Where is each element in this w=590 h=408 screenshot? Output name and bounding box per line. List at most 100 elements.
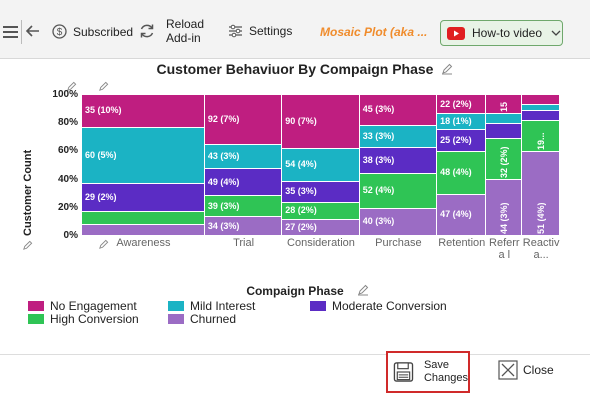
mosaic-cell[interactable] — [522, 95, 560, 105]
mosaic-cell[interactable]: 32 (2%) — [486, 139, 523, 181]
y-tick-label: 100% — [52, 89, 78, 100]
cell-data-label: 32 (2%) — [499, 146, 510, 179]
mosaic-cell[interactable]: 35 (10%) — [82, 95, 205, 128]
edit-ylabel-pencil-icon[interactable] — [22, 238, 33, 256]
legend-item[interactable]: High Conversion — [28, 312, 139, 326]
edit-title-pencil-icon[interactable] — [441, 62, 453, 80]
cell-data-label: 18 (1%) — [440, 116, 472, 127]
mosaic-cell[interactable]: 60 (5%) — [82, 127, 205, 185]
cell-data-label: 29 (2%) — [85, 191, 117, 202]
mosaic-cell[interactable]: 35 (3%) — [282, 181, 360, 203]
mosaic-cell[interactable]: 51 (4%) — [522, 152, 560, 236]
save-label-line2: Changes — [423, 372, 468, 384]
menu-icon[interactable] — [3, 25, 19, 39]
edit-ymax-pencil-icon[interactable] — [66, 79, 77, 97]
mosaic-cell[interactable]: 52 (4%) — [359, 173, 438, 209]
cell-data-label: 27 (2%) — [285, 221, 317, 232]
mosaic-cell[interactable] — [486, 114, 523, 125]
howto-label: How-to video — [472, 26, 543, 40]
cell-data-label: 34 (3%) — [207, 220, 240, 231]
close-icon — [498, 360, 518, 380]
footer-divider — [0, 354, 590, 355]
cell-data-label: 25 (2%) — [440, 135, 472, 146]
mosaic-cell[interactable]: 15 — [486, 95, 523, 115]
edit-xlabel-pencil-icon[interactable] — [357, 283, 369, 301]
dollar-circle-icon: $ — [52, 24, 67, 39]
sliders-icon — [229, 24, 242, 38]
legend-item[interactable]: Churned — [168, 312, 236, 326]
mosaic-cell[interactable]: 27 (2%) — [282, 219, 360, 236]
legend-item[interactable]: No Engagement — [28, 299, 137, 313]
mosaic-cell[interactable]: 29 (2%) — [82, 184, 205, 212]
legend-item[interactable]: Moderate Conversion — [310, 299, 447, 313]
y-tick-label: 20% — [57, 201, 78, 213]
x-tick-label: Consideration — [287, 237, 355, 249]
mosaic-cell[interactable]: 44 (3%) — [486, 180, 523, 236]
plot-type-title: Mosaic Plot (aka ... — [320, 25, 428, 39]
mosaic-cell[interactable] — [522, 104, 560, 112]
mosaic-cell[interactable]: 22 (2%) — [437, 95, 487, 115]
reload-label-line1: Reload — [166, 17, 205, 31]
save-changes-button[interactable]: Save Changes — [386, 351, 470, 393]
legend-item[interactable]: Mild Interest — [168, 299, 255, 313]
cell-data-label: 40 (3%) — [362, 216, 395, 227]
chart-title: Customer Behaviuor By Compaign Phase — [0, 61, 590, 77]
cell-data-label: 22 (2%) — [440, 98, 472, 109]
mosaic-cell[interactable]: 25 (2%) — [437, 130, 487, 153]
howto-video-button[interactable]: How-to video — [440, 20, 563, 46]
mosaic-cell[interactable]: 92 (7%) — [204, 95, 283, 146]
legend-label: Mild Interest — [190, 299, 256, 313]
x-tick-label: Awareness — [116, 237, 171, 249]
save-label-line1: Save — [423, 359, 450, 371]
cell-data-label: 54 (4%) — [285, 159, 317, 170]
subscribed-button[interactable]: $ Subscribed — [52, 24, 133, 39]
mosaic-cell[interactable]: 19... — [522, 121, 560, 153]
close-button[interactable]: Close — [498, 360, 554, 380]
mosaic-cell[interactable] — [522, 111, 560, 122]
legend-swatch — [28, 301, 44, 311]
y-axis-title: Customer Count — [22, 149, 34, 236]
y-tick-label: 60% — [57, 145, 78, 157]
mosaic-cell[interactable]: 33 (3%) — [359, 125, 438, 148]
settings-button[interactable]: Settings — [228, 24, 292, 38]
mosaic-cell[interactable]: 47 (4%) — [437, 194, 487, 236]
cell-data-label: 92 (7%) — [207, 114, 240, 125]
mosaic-cell[interactable]: 49 (4%) — [204, 169, 283, 196]
subscribed-label: Subscribed — [73, 24, 134, 39]
mosaic-cell[interactable]: 18 (1%) — [437, 114, 487, 131]
cell-data-label: 44 (3%) — [499, 202, 510, 234]
mosaic-cell[interactable]: 40 (3%) — [359, 208, 438, 236]
edit-xaxis-pencil-icon[interactable] — [98, 237, 109, 255]
mosaic-cell[interactable] — [486, 124, 523, 140]
y-tick-label: 0% — [63, 230, 78, 241]
cell-data-label: 28 (2%) — [285, 205, 317, 216]
back-arrow-icon[interactable] — [25, 24, 41, 38]
mosaic-cell[interactable]: 38 (3%) — [359, 147, 438, 174]
edit-xmin-pencil-icon[interactable] — [98, 79, 109, 97]
x-tick-label: Trial — [233, 237, 255, 249]
cell-data-label: 52 (4%) — [362, 185, 395, 196]
mosaic-cell[interactable] — [82, 224, 205, 236]
mosaic-cell[interactable]: 28 (2%) — [282, 202, 360, 220]
cell-data-label: 33 (3%) — [362, 130, 395, 141]
cell-data-label: 43 (3%) — [207, 151, 240, 162]
floppy-disk-icon — [393, 362, 414, 382]
mosaic-cell[interactable]: 43 (3%) — [204, 145, 283, 170]
mosaic-cell[interactable]: 34 (3%) — [204, 217, 283, 236]
legend-label: High Conversion — [50, 312, 139, 326]
y-tick-label: 40% — [57, 173, 78, 185]
youtube-icon — [447, 26, 465, 40]
mosaic-cell[interactable]: 45 (3%) — [359, 95, 438, 126]
mosaic-cell[interactable]: 39 (3%) — [204, 195, 283, 218]
cell-data-label: 35 (3%) — [285, 186, 317, 197]
mosaic-cell[interactable]: 54 (4%) — [282, 149, 360, 182]
svg-text:$: $ — [57, 27, 63, 38]
reload-addin-button[interactable]: Reload Add-in — [138, 17, 204, 45]
x-tick-label: Referra l — [489, 237, 520, 261]
mosaic-cell[interactable] — [82, 211, 205, 225]
chevron-down-icon — [551, 30, 561, 36]
mosaic-cell[interactable]: 48 (4%) — [437, 152, 487, 195]
legend-swatch — [28, 314, 44, 324]
mosaic-cell[interactable]: 90 (7%) — [282, 95, 360, 150]
x-tick-label: Purchase — [375, 237, 422, 249]
